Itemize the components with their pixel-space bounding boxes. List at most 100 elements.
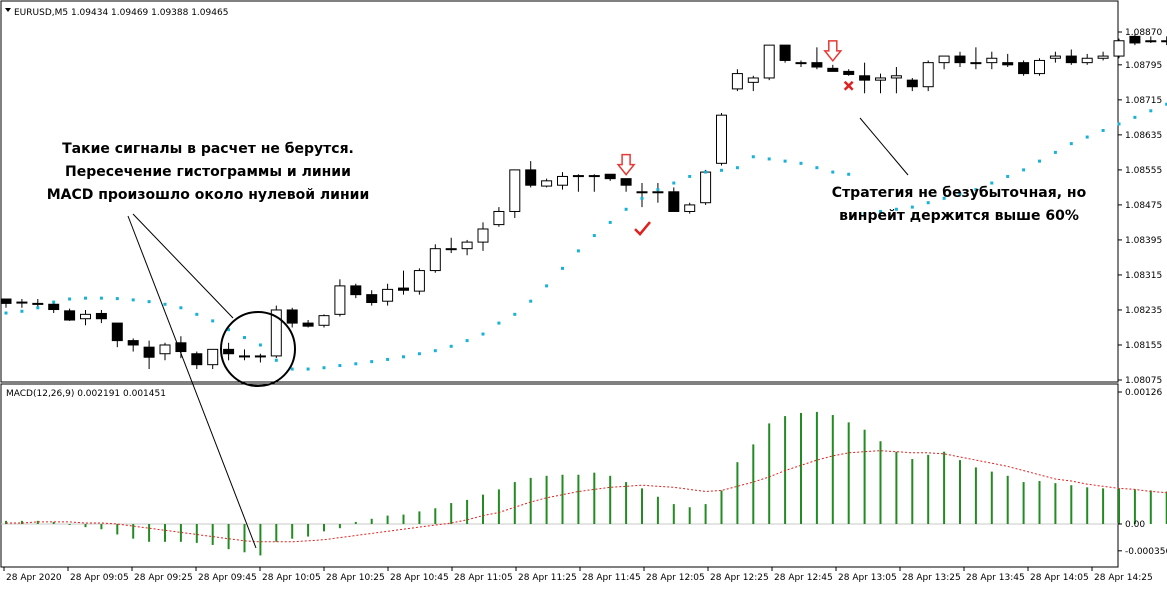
macd-bar (1039, 481, 1041, 524)
candle-body-bear (112, 323, 122, 341)
sar-dot (768, 157, 771, 160)
sar-dot (164, 303, 167, 306)
sar-dot (354, 362, 357, 365)
macd-axis-label: 0.00 (1125, 520, 1145, 530)
candle (65, 309, 75, 321)
macd-bar (5, 521, 7, 524)
candle-body-bull (33, 303, 43, 304)
annotation-right-line-2: винрейт держится выше 60% (839, 208, 1079, 224)
candle (271, 306, 281, 359)
macd-bar (880, 441, 882, 524)
candle-body-bull (764, 45, 774, 78)
time-axis-label: 28 Apr 11:25 (518, 573, 577, 583)
time-axis-label: 28 Apr 13:05 (838, 573, 897, 583)
macd-bar (673, 504, 675, 524)
candle-body-bear (192, 354, 202, 365)
symbol-header: EURUSD,M5 1.09434 1.09469 1.09388 1.0946… (14, 8, 228, 18)
candle (319, 314, 329, 327)
candle-body-bear (1066, 56, 1076, 63)
time-axis-label: 28 Apr 2020 (6, 573, 62, 583)
sar-dot (5, 312, 8, 315)
candle-body-bear (907, 80, 917, 87)
candle-body-bull (701, 172, 711, 203)
price-axis-label: 1.08635 (1125, 131, 1162, 141)
macd-bar (975, 467, 977, 524)
sar-dot (291, 368, 294, 371)
candle-body-bear (399, 288, 409, 290)
sar-dot (529, 300, 532, 303)
sar-dot (338, 364, 341, 367)
macd-bar (434, 508, 436, 524)
macd-bar (689, 507, 691, 524)
macd-bar (625, 482, 627, 524)
sar-dot (84, 297, 87, 300)
macd-bar (1054, 483, 1056, 524)
candle-body-bear (812, 63, 822, 67)
sar-dot (307, 368, 310, 371)
candle (1035, 58, 1045, 76)
candle-body-bear (65, 311, 75, 320)
price-axis-label: 1.08870 (1125, 28, 1162, 38)
candle-body-bear (526, 170, 536, 185)
sar-dot (275, 359, 278, 362)
macd-bar (943, 452, 945, 524)
macd-bar (562, 475, 564, 524)
price-axis-label: 1.08795 (1125, 61, 1162, 71)
macd-bar (768, 423, 770, 524)
sar-dot (243, 336, 246, 339)
macd-bar (911, 459, 913, 524)
sar-dot (386, 358, 389, 361)
candle (1019, 60, 1029, 75)
sar-dot (1149, 109, 1152, 112)
candle-body-bull (160, 345, 170, 354)
macd-bar (212, 524, 214, 545)
macd-bar (530, 478, 532, 524)
candle-body-bear (351, 286, 361, 295)
candle-body-bull (1146, 41, 1156, 42)
sar-dot (815, 166, 818, 169)
candle-body-bear (1019, 63, 1029, 74)
macd-bar (355, 522, 357, 524)
candle-body-bull (414, 271, 424, 292)
macd-bar (1086, 487, 1088, 524)
macd-bar (339, 524, 341, 528)
candle-body-bull (1082, 58, 1092, 62)
macd-bar (21, 521, 23, 524)
candle-body-bull (1035, 60, 1045, 73)
candle-body-bull (81, 314, 91, 318)
macd-bar (752, 444, 754, 524)
time-axis-label: 28 Apr 09:45 (198, 573, 257, 583)
candle-body-bull (732, 74, 742, 89)
macd-bar (721, 490, 723, 524)
time-axis-label: 28 Apr 12:05 (646, 573, 705, 583)
candle-body-bull (478, 229, 488, 242)
sar-dot (1102, 129, 1105, 132)
candle-body-bull (685, 205, 695, 212)
candle (1162, 36, 1167, 45)
sar-dot (323, 366, 326, 369)
macd-bar (864, 430, 866, 524)
price-axis-label: 1.08235 (1125, 306, 1162, 316)
candle-body-bull (446, 249, 456, 250)
sar-dot (211, 319, 214, 322)
candle-body-bull (558, 176, 568, 185)
sar-dot (625, 208, 628, 211)
macd-bar (450, 503, 452, 524)
time-axis-label: 28 Apr 10:45 (390, 573, 449, 583)
macd-bar (291, 524, 293, 539)
candle-body-bear (367, 295, 377, 303)
sar-dot (482, 333, 485, 336)
price-axis-label: 1.08155 (1125, 341, 1162, 351)
candle-body-bull (335, 286, 345, 314)
macd-bar (514, 482, 516, 524)
macd-bar (609, 476, 611, 524)
candle-body-bull (573, 176, 583, 177)
sar-dot (672, 182, 675, 185)
sar-dot (736, 166, 739, 169)
sar-dot (641, 197, 644, 200)
macd-bar (244, 524, 246, 552)
sar-dot (561, 267, 564, 270)
candle (510, 170, 520, 218)
